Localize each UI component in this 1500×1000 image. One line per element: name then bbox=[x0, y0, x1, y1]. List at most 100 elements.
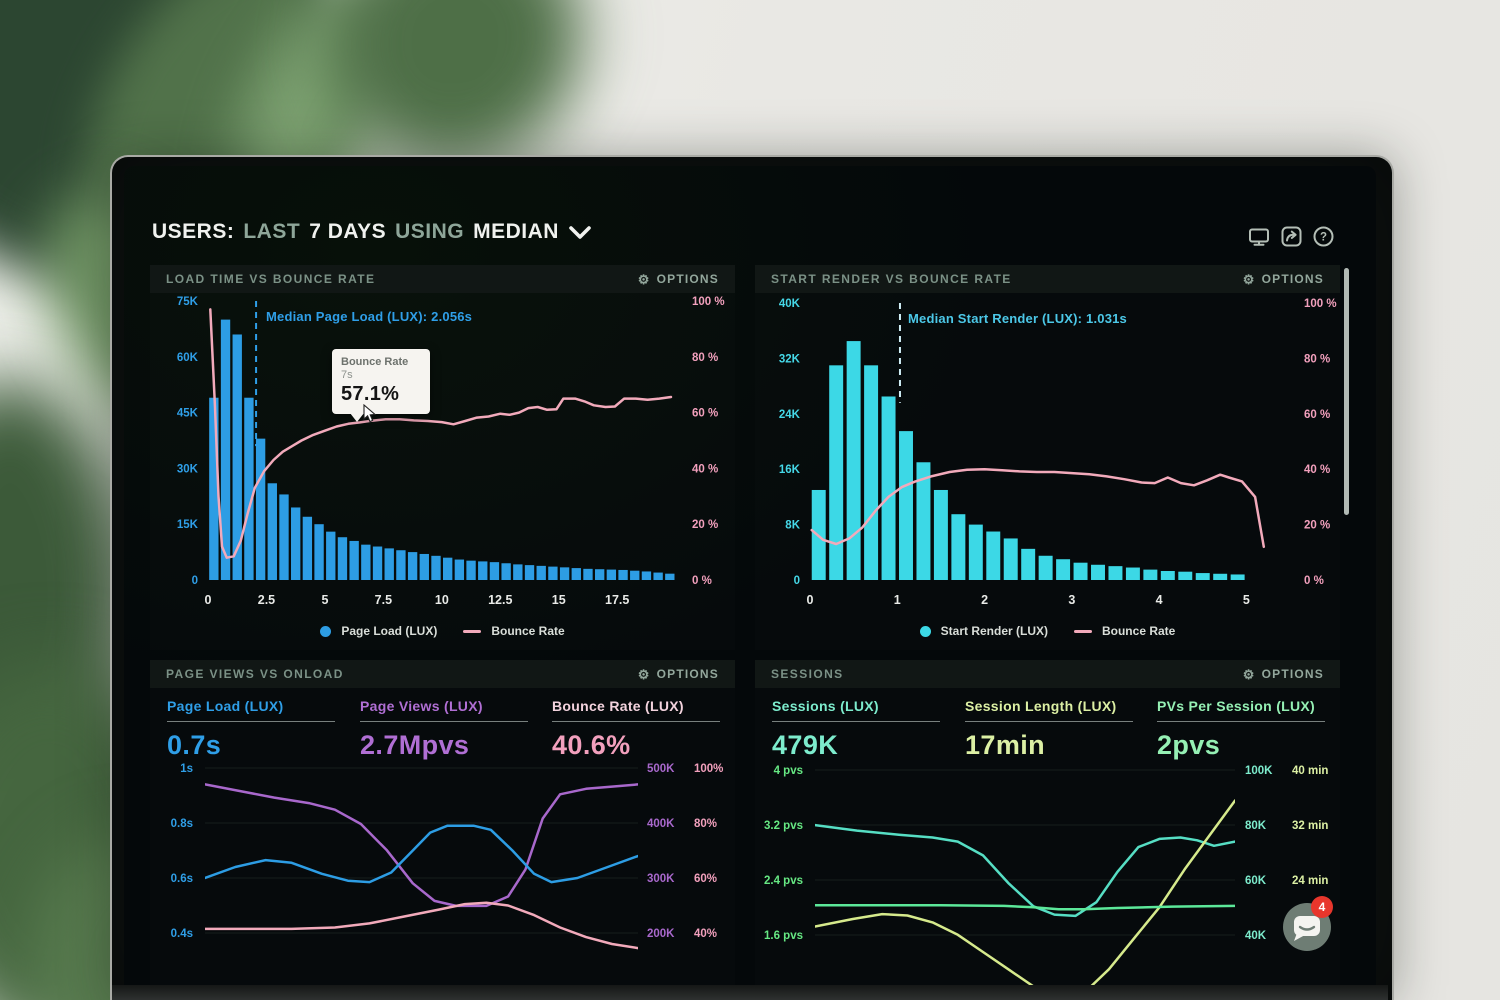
svg-text:0: 0 bbox=[794, 575, 800, 587]
laptop-hinge bbox=[112, 985, 1388, 1000]
legend-line-bounce-rate bbox=[1073, 629, 1092, 633]
metric-value: 17min bbox=[965, 730, 1046, 760]
metric-session-length: Session Length (LUX) 17min bbox=[965, 698, 1140, 761]
display-icon[interactable] bbox=[1248, 227, 1270, 247]
load-time-histogram-chart[interactable]: 75K 60K 45K 30K 15K 0 100 % 80 % 60 % 40 % 20 % 0 %… bbox=[150, 293, 735, 650]
panel-title: START RENDER VS BOUNCE RATE bbox=[771, 272, 1012, 286]
svg-text:3.2 pvs: 3.2 pvs bbox=[764, 820, 803, 832]
svg-text:80K: 80K bbox=[1245, 820, 1267, 832]
metric-divider bbox=[360, 721, 528, 722]
svg-text:32 min: 32 min bbox=[1292, 820, 1328, 832]
svg-text:40 %: 40 % bbox=[1304, 464, 1330, 476]
panel-header: LOAD TIME VS BOUNCE RATE ⚙ OPTIONS bbox=[150, 265, 735, 293]
tooltip-pointer bbox=[350, 413, 364, 422]
svg-text:5: 5 bbox=[321, 593, 328, 607]
gear-icon: ⚙ bbox=[637, 271, 651, 287]
chart-legend: Page Load (LUX) Bounce Rate bbox=[150, 624, 735, 638]
svg-text:80 %: 80 % bbox=[1304, 353, 1330, 365]
title-part: 7 DAYS bbox=[309, 220, 387, 243]
svg-text:16K: 16K bbox=[779, 464, 801, 476]
gear-icon: ⚙ bbox=[637, 666, 651, 682]
chat-launcher[interactable]: 4 bbox=[1283, 896, 1333, 951]
panel-header: SESSIONS ⚙ OPTIONS bbox=[755, 660, 1340, 688]
page-views-line-chart[interactable]: 1s 0.8s 0.6s 0.4s 500K 400K 300K 200K 100% 80% 60%… bbox=[150, 758, 735, 985]
metric-divider bbox=[965, 721, 1133, 722]
svg-text:60K: 60K bbox=[177, 352, 199, 364]
metric-bounce-rate: Bounce Rate (LUX) 40.6% bbox=[552, 698, 727, 761]
svg-text:80 %: 80 % bbox=[692, 352, 718, 364]
options-button[interactable]: ⚙ OPTIONS bbox=[1242, 271, 1324, 287]
title-part: MEDIAN bbox=[473, 220, 559, 243]
title-part: LAST bbox=[243, 220, 301, 243]
options-button[interactable]: ⚙ OPTIONS bbox=[637, 666, 719, 682]
help-icon[interactable]: ? bbox=[1313, 226, 1334, 247]
panel-title: LOAD TIME VS BOUNCE RATE bbox=[166, 272, 376, 286]
panel-header: PAGE VIEWS VS ONLOAD ⚙ OPTIONS bbox=[150, 660, 735, 688]
svg-text:15: 15 bbox=[552, 593, 566, 607]
svg-text:32K: 32K bbox=[779, 353, 801, 365]
svg-text:10: 10 bbox=[435, 593, 449, 607]
chat-unread-badge: 4 bbox=[1311, 896, 1333, 918]
svg-text:1.6 pvs: 1.6 pvs bbox=[764, 930, 803, 942]
svg-text:500K: 500K bbox=[647, 763, 675, 775]
median-annotation: Median Start Render (LUX): 1.031s bbox=[908, 311, 1127, 326]
sessions-line-chart[interactable]: 4 pvs 3.2 pvs 2.4 pvs 1.6 pvs 100K 80K 60K 40K 4… bbox=[755, 758, 1340, 985]
svg-text:40 %: 40 % bbox=[692, 463, 718, 475]
svg-text:8K: 8K bbox=[785, 520, 800, 532]
panel-header: START RENDER VS BOUNCE RATE ⚙ OPTIONS bbox=[755, 265, 1340, 293]
svg-text:4 pvs: 4 pvs bbox=[774, 765, 803, 777]
median-annotation: Median Page Load (LUX): 2.056s bbox=[266, 309, 473, 324]
svg-text:12.5: 12.5 bbox=[488, 593, 512, 607]
metric-value: 0.7s bbox=[167, 730, 222, 760]
legend-dot-start-render bbox=[919, 625, 931, 637]
svg-text:0.8s: 0.8s bbox=[171, 818, 193, 830]
svg-text:2: 2 bbox=[981, 593, 988, 607]
metric-value: 2.7Mpvs bbox=[360, 730, 470, 760]
share-icon[interactable] bbox=[1281, 226, 1302, 247]
svg-text:7.5: 7.5 bbox=[375, 593, 392, 607]
dashboard-title-dropdown[interactable]: USERS: LAST 7 DAYS USING MEDIAN bbox=[152, 220, 592, 244]
tooltip-series: Bounce Rate bbox=[341, 356, 409, 368]
options-button[interactable]: ⚙ OPTIONS bbox=[637, 271, 719, 287]
svg-text:2.5: 2.5 bbox=[258, 593, 275, 607]
panel-load-time-vs-bounce-rate: LOAD TIME VS BOUNCE RATE ⚙ OPTIONS 75K 60… bbox=[150, 265, 735, 650]
svg-text:0 %: 0 % bbox=[692, 575, 712, 587]
header-actions: ? bbox=[1248, 226, 1334, 247]
metric-divider bbox=[772, 721, 940, 722]
svg-text:0.4s: 0.4s bbox=[171, 928, 193, 940]
start-render-histogram-chart[interactable]: 40K 32K 24K 16K 8K 0 100 % 80 % 60 % 40 % 20 % 0 % 0… bbox=[755, 293, 1340, 650]
svg-text:400K: 400K bbox=[647, 818, 675, 830]
svg-text:40 min: 40 min bbox=[1292, 765, 1328, 777]
svg-text:30K: 30K bbox=[177, 463, 199, 475]
svg-text:0 %: 0 % bbox=[1304, 575, 1324, 587]
metric-sessions: Sessions (LUX) 479K bbox=[772, 698, 947, 761]
svg-text:0: 0 bbox=[807, 593, 814, 607]
svg-text:100 %: 100 % bbox=[1304, 298, 1337, 310]
svg-text:60 %: 60 % bbox=[1304, 409, 1330, 421]
tooltip-x-value: 7s bbox=[341, 369, 353, 381]
metric-divider bbox=[167, 721, 335, 722]
metric-label: Page Views (LUX) bbox=[360, 698, 483, 714]
svg-text:40K: 40K bbox=[779, 298, 801, 310]
title-part: USERS: bbox=[152, 220, 235, 243]
scrollbar[interactable] bbox=[1344, 268, 1349, 515]
options-button[interactable]: ⚙ OPTIONS bbox=[1242, 666, 1324, 682]
metric-label: PVs Per Session (LUX) bbox=[1157, 698, 1316, 714]
legend-line-bounce-rate bbox=[463, 629, 482, 633]
chart-legend: Start Render (LUX) Bounce Rate bbox=[755, 624, 1340, 638]
svg-text:15K: 15K bbox=[177, 519, 199, 531]
legend-label: Bounce Rate bbox=[1101, 624, 1176, 638]
svg-text:4: 4 bbox=[1156, 593, 1163, 607]
svg-text:2.4 pvs: 2.4 pvs bbox=[764, 875, 803, 887]
svg-text:100 %: 100 % bbox=[692, 296, 725, 308]
svg-text:20 %: 20 % bbox=[692, 519, 718, 531]
panel-page-views-vs-onload: PAGE VIEWS VS ONLOAD ⚙ OPTIONS Page Load… bbox=[150, 660, 735, 985]
svg-text:5: 5 bbox=[1243, 593, 1250, 607]
legend-label: Bounce Rate bbox=[491, 624, 565, 638]
panel-start-render-vs-bounce-rate: START RENDER VS BOUNCE RATE ⚙ OPTIONS 40… bbox=[755, 265, 1340, 650]
gear-icon: ⚙ bbox=[1242, 666, 1256, 682]
svg-text:100K: 100K bbox=[1245, 765, 1273, 777]
metric-page-load: Page Load (LUX) 0.7s bbox=[167, 698, 342, 761]
svg-text:60K: 60K bbox=[1245, 875, 1267, 887]
